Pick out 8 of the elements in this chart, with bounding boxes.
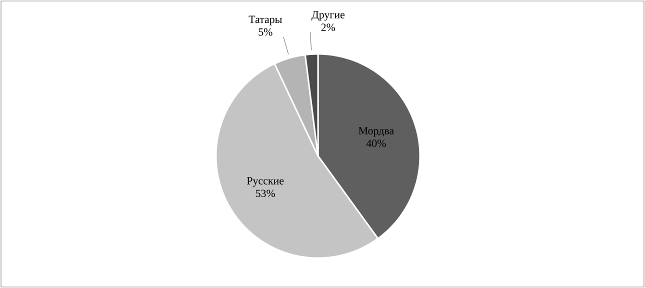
slice-label: Татары [248, 16, 282, 26]
data-label: 2% [321, 24, 336, 32]
slice-label: Другие [311, 11, 345, 21]
data-label: 5% [258, 28, 272, 36]
data-label: 40% [366, 140, 386, 148]
slice-label: Русские [246, 177, 284, 187]
data-label: 53% [256, 190, 275, 198]
slice-label: Мордва [358, 127, 394, 137]
